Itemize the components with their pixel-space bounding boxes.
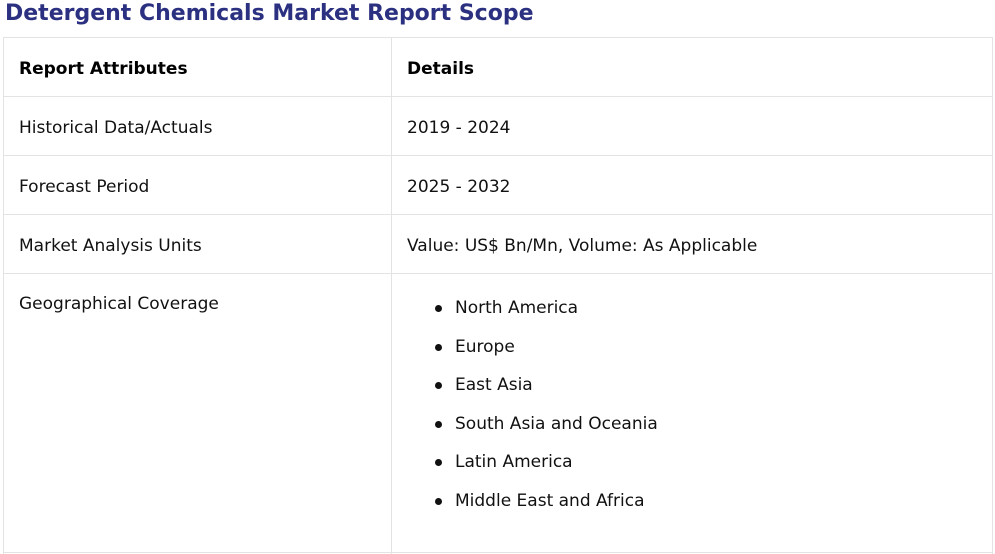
attribute-cell: Market Analysis Units [3,214,392,274]
table-row: Market Analysis Units Value: US$ Bn/Mn, … [3,214,993,274]
bullet-icon [435,305,442,312]
list-item: Europe [407,336,977,375]
list-item: Middle East and Africa [407,490,977,529]
detail-cell: Value: US$ Bn/Mn, Volume: As Applicable [391,214,993,274]
attribute-cell: Geographical Coverage [3,273,392,553]
detail-cell: 2025 - 2032 [391,155,993,215]
column-header-details: Details [391,37,993,97]
table-header-row: Report Attributes Details [3,37,993,97]
bullet-icon [435,459,442,466]
attribute-cell: Historical Data/Actuals [3,96,392,156]
table-row: Historical Data/Actuals 2019 - 2024 [3,96,993,156]
table-row-partial [3,552,993,554]
bullet-icon [435,343,442,351]
bullet-icon [435,497,442,505]
bullet-icon [435,382,442,389]
list-item: East Asia [407,374,977,413]
detail-cell [391,552,993,554]
list-item: Latin America [407,451,977,490]
page-title: Detergent Chemicals Market Report Scope [5,1,534,26]
list-item: North America [407,297,977,336]
regions-list: North America Europe East Asia South Asi… [407,297,977,528]
regions-cell: North America Europe East Asia South Asi… [391,273,993,553]
list-item: South Asia and Oceania [407,413,977,452]
attribute-cell: Forecast Period [3,155,392,215]
detail-cell: 2019 - 2024 [391,96,993,156]
report-scope-table: Report Attributes Details Historical Dat… [3,37,993,554]
table-row-geography: Geographical Coverage North America Euro… [3,273,993,553]
table-row: Forecast Period 2025 - 2032 [3,155,993,215]
bullet-icon [435,420,442,428]
column-header-attributes: Report Attributes [3,37,392,97]
